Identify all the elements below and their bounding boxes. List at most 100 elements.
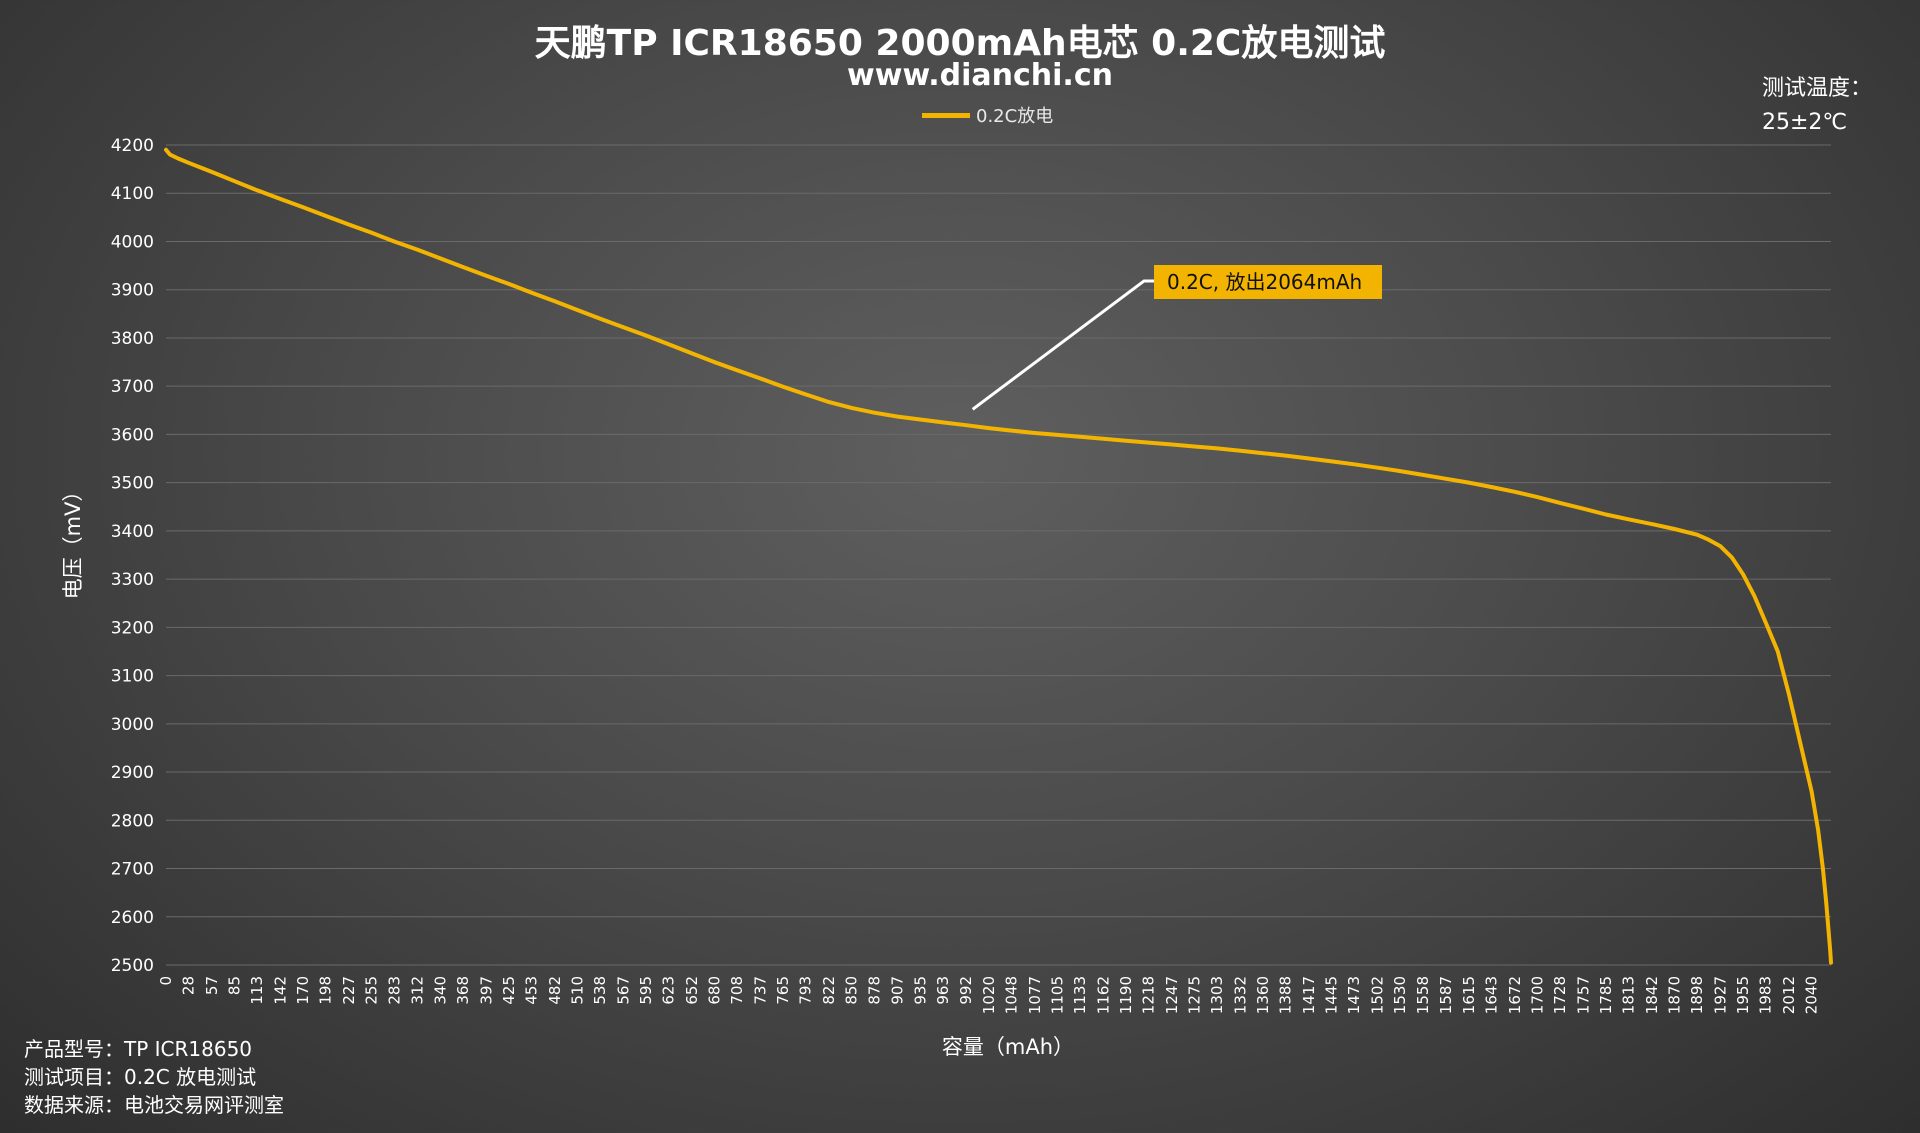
y-axis-ticks: 2500 2600 2700 2800 2900 3000 3100 3200 3300 3400…: [111, 136, 154, 976]
y-tick-label: 3800: [111, 329, 154, 349]
x-tick-label: 935: [911, 976, 929, 1005]
x-tick-label: 142: [272, 976, 290, 1005]
x-tick-label: 1332: [1232, 976, 1250, 1014]
x-tick-label: 28: [180, 976, 198, 995]
x-tick-label: 1077: [1026, 976, 1044, 1014]
x-tick-label: 482: [546, 976, 564, 1005]
x-tick-label: 1473: [1345, 976, 1363, 1014]
x-tick-label: 1218: [1140, 976, 1158, 1014]
y-tick-label: 2500: [111, 956, 154, 976]
y-tick-label: 3100: [111, 667, 154, 687]
x-tick-label: 1417: [1300, 976, 1318, 1014]
x-tick-label: 1955: [1734, 976, 1752, 1014]
x-tick-label: 1445: [1323, 976, 1341, 1014]
y-tick-label: 3600: [111, 425, 154, 445]
x-tick-label: 510: [568, 976, 586, 1005]
x-tick-label: 453: [522, 976, 540, 1005]
x-tick-label: 907: [889, 976, 907, 1005]
x-tick-label: 992: [957, 976, 975, 1005]
x-tick-label: 1048: [1002, 976, 1020, 1014]
y-tick-label: 2800: [111, 811, 154, 831]
x-tick-label: 1502: [1369, 976, 1387, 1014]
x-tick-label: 1247: [1163, 976, 1181, 1014]
x-tick-label: 2040: [1803, 976, 1821, 1014]
x-tick-label: 1813: [1620, 976, 1638, 1014]
y-tick-label: 2600: [111, 908, 154, 928]
x-axis-ticks: 0 28 57 85 113 142 170 198 227 255 283 312 340 368 397…: [157, 976, 1821, 1014]
y-tick-label: 2700: [111, 860, 154, 880]
temperature-label: 测试温度：: [1762, 76, 1873, 101]
x-tick-label: 878: [865, 976, 883, 1005]
series-line: [164, 147, 1833, 965]
legend: 0.2C放电: [922, 102, 1053, 128]
x-tick-label: 1615: [1460, 976, 1478, 1014]
x-tick-label: 765: [774, 976, 792, 1005]
chart-title: 天鹏TP ICR18650 2000mAh电芯 0.2C放电测试: [534, 23, 1386, 64]
x-tick-label: 397: [477, 976, 495, 1005]
y-tick-label: 3900: [111, 281, 154, 301]
x-axis-title: 容量（mAh）: [942, 1035, 1074, 1059]
x-tick-label: 1785: [1597, 976, 1615, 1014]
x-tick-label: 1020: [980, 976, 998, 1014]
y-tick-label: 4000: [111, 232, 154, 252]
x-tick-label: 198: [317, 976, 335, 1005]
info-item: 测试项目：0.2C 放电测试: [24, 1065, 257, 1089]
x-tick-label: 1360: [1254, 976, 1272, 1014]
x-tick-label: 340: [431, 976, 449, 1005]
x-tick-label: 708: [728, 976, 746, 1005]
x-tick-label: 1190: [1117, 976, 1135, 1014]
x-tick-label: 1388: [1277, 976, 1295, 1014]
chart-subtitle: www.dianchi.cn: [847, 58, 1113, 93]
x-tick-label: 2012: [1780, 976, 1798, 1014]
test-temperature: 测试温度： 25±2℃: [1762, 72, 1872, 140]
x-tick-label: 170: [294, 976, 312, 1005]
y-tick-label: 4200: [111, 136, 154, 156]
x-tick-label: 793: [797, 976, 815, 1005]
y-tick-label: 3400: [111, 522, 154, 542]
x-tick-label: 822: [820, 976, 838, 1005]
x-tick-label: 850: [843, 976, 861, 1005]
annotation-text: 0.2C, 放出2064mAh: [1167, 270, 1362, 294]
x-tick-label: 0: [157, 976, 175, 986]
y-tick-label: 3200: [111, 618, 154, 638]
info-model: 产品型号：TP ICR18650: [24, 1037, 253, 1061]
y-tick-label: 2900: [111, 763, 154, 783]
x-tick-label: 1927: [1711, 976, 1729, 1014]
x-tick-label: 283: [385, 976, 403, 1005]
x-tick-label: 255: [363, 976, 381, 1005]
legend-swatch: [922, 112, 970, 118]
x-tick-label: 680: [706, 976, 724, 1005]
y-tick-label: 3300: [111, 570, 154, 590]
x-tick-label: 227: [340, 976, 358, 1005]
x-tick-label: 1983: [1757, 976, 1775, 1014]
x-tick-label: 595: [637, 976, 655, 1005]
x-tick-label: 1700: [1528, 976, 1546, 1014]
x-tick-label: 1275: [1186, 976, 1204, 1014]
y-axis-title: 电压（mV）: [61, 481, 85, 600]
y-tick-label: 3700: [111, 377, 154, 397]
annotation: 0.2C, 放出2064mAh: [971, 265, 1382, 411]
x-tick-label: 1530: [1391, 976, 1409, 1014]
x-tick-label: 425: [500, 976, 518, 1005]
temperature-value: 25±2℃: [1762, 110, 1848, 135]
x-tick-label: 1105: [1048, 976, 1066, 1014]
x-tick-label: 1757: [1574, 976, 1592, 1014]
x-tick-label: 1870: [1666, 976, 1684, 1014]
x-tick-label: 1587: [1437, 976, 1455, 1014]
x-tick-label: 312: [409, 976, 427, 1005]
x-tick-label: 57: [203, 976, 221, 995]
x-tick-label: 1728: [1551, 976, 1569, 1014]
x-tick-label: 623: [660, 976, 678, 1005]
x-tick-label: 1842: [1643, 976, 1661, 1014]
x-tick-label: 1133: [1071, 976, 1089, 1014]
y-tick-label: 4100: [111, 184, 154, 204]
info-source: 数据来源：电池交易网评测室: [24, 1093, 284, 1117]
test-info: 产品型号：TP ICR18650 测试项目：0.2C 放电测试 数据来源：电池交…: [24, 1035, 284, 1119]
legend-label: 0.2C放电: [976, 106, 1054, 127]
x-tick-label: 538: [591, 976, 609, 1005]
x-tick-label: 1162: [1094, 976, 1112, 1014]
x-tick-label: 113: [248, 976, 266, 1005]
x-tick-label: 1672: [1506, 976, 1524, 1014]
x-tick-label: 1558: [1414, 976, 1432, 1014]
